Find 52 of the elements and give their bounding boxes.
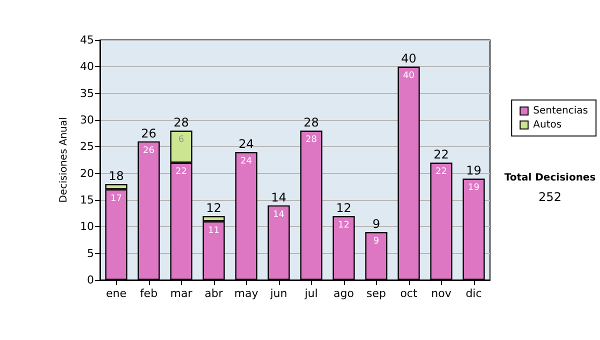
x-tick-label: mar bbox=[170, 287, 193, 300]
data-label: 28 bbox=[306, 135, 318, 146]
y-tick-label: 40 bbox=[80, 60, 94, 74]
x-tick-label: ago bbox=[334, 287, 354, 300]
data-label: 6 bbox=[178, 135, 184, 146]
x-tick-label: abr bbox=[204, 287, 224, 300]
total-label: 18 bbox=[108, 169, 124, 183]
y-tick-label: 30 bbox=[80, 114, 94, 126]
x-tick-label: jul bbox=[304, 287, 318, 300]
y-tick-label: 35 bbox=[80, 86, 94, 100]
data-label: 17 bbox=[110, 194, 122, 204]
y-tick-label: 25 bbox=[80, 140, 94, 154]
total-label: 9 bbox=[372, 217, 380, 231]
y-tick-label: 45 bbox=[80, 34, 94, 46]
total-label: 40 bbox=[401, 52, 416, 66]
total-label: 14 bbox=[271, 190, 286, 204]
data-label: 11 bbox=[208, 226, 220, 236]
x-tick-label: jun bbox=[269, 287, 288, 300]
y-tick-label: 20 bbox=[80, 166, 94, 180]
data-label: 12 bbox=[338, 220, 350, 230]
data-label: 22 bbox=[176, 167, 187, 178]
data-label: 26 bbox=[143, 146, 155, 156]
data-label: 40 bbox=[403, 71, 415, 82]
x-tick-label: ene bbox=[106, 287, 127, 300]
data-label: 14 bbox=[273, 210, 285, 220]
data-label: 22 bbox=[436, 167, 447, 178]
x-tick-label: oct bbox=[400, 287, 418, 300]
x-tick-label: feb bbox=[140, 287, 158, 300]
total-label: 26 bbox=[141, 126, 156, 140]
total-label: 12 bbox=[206, 201, 222, 215]
total-label: 19 bbox=[466, 164, 482, 178]
text: 252 bbox=[538, 190, 562, 204]
total-label: 28 bbox=[304, 116, 319, 130]
y-tick-label: 10 bbox=[80, 220, 94, 234]
x-tick-label: dic bbox=[466, 287, 482, 300]
total-label: 22 bbox=[434, 148, 449, 162]
y-tick-label: 15 bbox=[80, 194, 94, 206]
text: Total Decisiones bbox=[504, 172, 596, 184]
x-tick-label: sep bbox=[366, 287, 386, 300]
total-label: 12 bbox=[336, 201, 352, 215]
y-tick-label: 5 bbox=[87, 246, 94, 260]
y-axis-title: Decisiones Anual bbox=[58, 117, 70, 203]
total-label: 24 bbox=[238, 137, 254, 151]
data-label: 19 bbox=[468, 183, 480, 194]
x-tick-label: may bbox=[234, 287, 259, 300]
legend-label: Sentencias bbox=[533, 106, 588, 116]
y-tick-label: 0 bbox=[87, 274, 94, 286]
x-tick-label: nov bbox=[431, 287, 452, 300]
data-label: 24 bbox=[240, 156, 252, 166]
total-label: 28 bbox=[174, 116, 189, 130]
legend-label: Autos bbox=[533, 120, 562, 130]
data-label: 9 bbox=[373, 236, 380, 246]
